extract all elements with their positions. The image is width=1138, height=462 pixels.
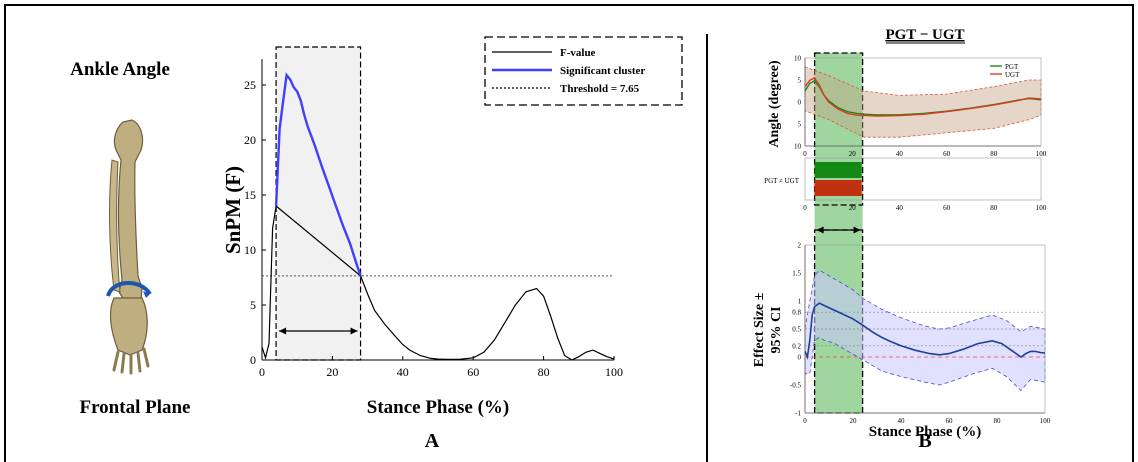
significant-cluster-region <box>275 46 362 361</box>
angle-x-tick-label: 60 <box>943 150 951 158</box>
effect-y-axis-label: Effect Size ±95% CI <box>752 292 784 367</box>
effect-y-tick-label: 2 <box>798 242 802 250</box>
cluster-column-top-outline <box>813 52 864 206</box>
comparison-title: PGT − UGT <box>885 27 964 43</box>
snpm-y-tick-label: 5 <box>250 298 256 312</box>
difference-x-tick-label: 40 <box>896 204 904 212</box>
significant-cluster-line <box>274 72 362 277</box>
angle-x-tick-label: 0 <box>803 150 807 158</box>
difference-plot-box <box>804 157 1042 201</box>
difference-chart: 0 20 40 60 80 100 PGT ≠ UGT <box>764 157 1047 212</box>
effect-y-tick-label: -0.5 <box>790 382 802 390</box>
effect-y-tick-label: 1.5 <box>792 270 801 278</box>
effect-x-axis-label: Stance Phase (%) <box>869 424 982 440</box>
effect-size-chart: 0 20 40 60 80 100 2 1.5 1 0.8 0.5 0.2 0 -0.5 -1 Stanc… <box>752 242 1051 441</box>
effect-y-tick-label: 0.8 <box>792 309 801 317</box>
effect-ci-band <box>804 269 1046 392</box>
snpm-span-head-right <box>350 327 358 335</box>
figure-frame <box>4 4 1134 462</box>
angle-y-tick-label: 10 <box>794 55 802 63</box>
snpm-chart: 0 20 40 60 80 100 0 5 10 15 20 25 Stance Phase (%)… <box>221 46 623 418</box>
right-span-head-right <box>853 226 861 234</box>
snpm-span-head-left <box>279 327 287 335</box>
effect-x-tick-label: 100 <box>1040 417 1051 425</box>
snpm-y-tick-label: 20 <box>244 133 256 147</box>
snpm-y-tick-label: 15 <box>244 188 256 202</box>
difference-x-tick-label: 20 <box>849 204 857 212</box>
legend-label-f-value: F-value <box>560 47 596 59</box>
right-span-head-left <box>816 226 824 234</box>
angle-y-tick-label: 5 <box>798 121 802 129</box>
legend-label-cluster: Significant cluster <box>560 65 645 77</box>
difference-label: PGT ≠ UGT <box>764 177 800 185</box>
angle-chart: 0 20 40 60 80 100 10 5 0 5 10 Angle (degree) PGT … <box>767 55 1047 159</box>
legend-label-threshold: Threshold = 7.65 <box>560 83 640 95</box>
angle-x-tick-label: 20 <box>849 150 857 158</box>
snpm-x-axis-label: Stance Phase (%) <box>367 397 509 418</box>
snpm-x-tick-label: 20 <box>326 365 338 379</box>
effect-y-tick-label: 0.2 <box>792 342 801 350</box>
angle-y-tick-label: 10 <box>794 143 802 151</box>
difference-x-tick-label: 80 <box>990 204 998 212</box>
effect-x-tick-label: 40 <box>898 417 906 425</box>
effect-x-tick-label: 60 <box>946 417 954 425</box>
effect-y-tick-label: 0.5 <box>792 326 801 334</box>
difference-x-tick-label: 0 <box>803 204 807 212</box>
angle-legend: PGT UGT <box>990 63 1020 79</box>
angle-x-tick-label: 100 <box>1036 150 1047 158</box>
snpm-x-tick-label: 100 <box>605 365 623 379</box>
snpm-x-tick-label: 40 <box>397 365 409 379</box>
pgt-difference-bar <box>814 162 862 178</box>
angle-plot-box <box>804 57 1042 147</box>
panel-divider <box>706 34 708 462</box>
cluster-span-arrow <box>279 327 358 335</box>
effect-y-axis-label-line: Effect Size ± <box>752 292 767 367</box>
snpm-x-tick-label: 80 <box>538 365 550 379</box>
ugt-angle-line <box>804 76 1042 117</box>
angle-x-tick-label: 40 <box>896 150 904 158</box>
effect-y-axis-label-line: 95% CI <box>769 306 784 353</box>
legend-label-pgt: PGT <box>1005 63 1019 71</box>
frontal-plane-label: Frontal Plane <box>79 397 190 418</box>
snpm-y-tick-label: 0 <box>250 353 256 367</box>
snpm-x-tick-label: 0 <box>259 365 265 379</box>
right-cluster-span-arrow <box>816 226 861 234</box>
effect-size-line <box>804 302 1046 360</box>
ugt-difference-bar <box>814 180 862 196</box>
effect-y-tick-label: 0 <box>798 354 802 362</box>
angle-y-axis-label: Angle (degree) <box>767 60 782 148</box>
snpm-y-tick-label: 25 <box>244 78 256 92</box>
effect-x-tick-label: 20 <box>850 417 858 425</box>
snpm-x-tick-label: 60 <box>467 365 479 379</box>
panel-letter-a: A <box>425 430 440 452</box>
effect-x-tick-label: 80 <box>994 417 1002 425</box>
angle-y-tick-label: 0 <box>798 99 802 107</box>
ankle-angle-title: Ankle Angle <box>70 59 170 80</box>
snpm-y-tick-label: 10 <box>244 243 256 257</box>
panel-letter-b: B <box>918 430 931 452</box>
difference-x-tick-label: 60 <box>943 204 951 212</box>
snpm-legend: F-value Significant cluster Threshold = … <box>484 36 683 106</box>
effect-x-tick-label: 0 <box>803 417 807 425</box>
effect-plot-box <box>804 244 1046 414</box>
snpm-y-axis-label: SnPM (F) <box>221 166 245 254</box>
angle-x-tick-label: 80 <box>990 150 998 158</box>
difference-x-tick-label: 100 <box>1036 204 1047 212</box>
f-value-line <box>261 204 615 361</box>
angle-y-tick-label: 5 <box>798 77 802 85</box>
ankle-leg-illustration <box>106 119 152 375</box>
effect-y-tick-label: 1 <box>798 298 802 306</box>
effect-y-tick-label: -1 <box>795 410 801 418</box>
legend-label-ugt: UGT <box>1005 71 1020 79</box>
